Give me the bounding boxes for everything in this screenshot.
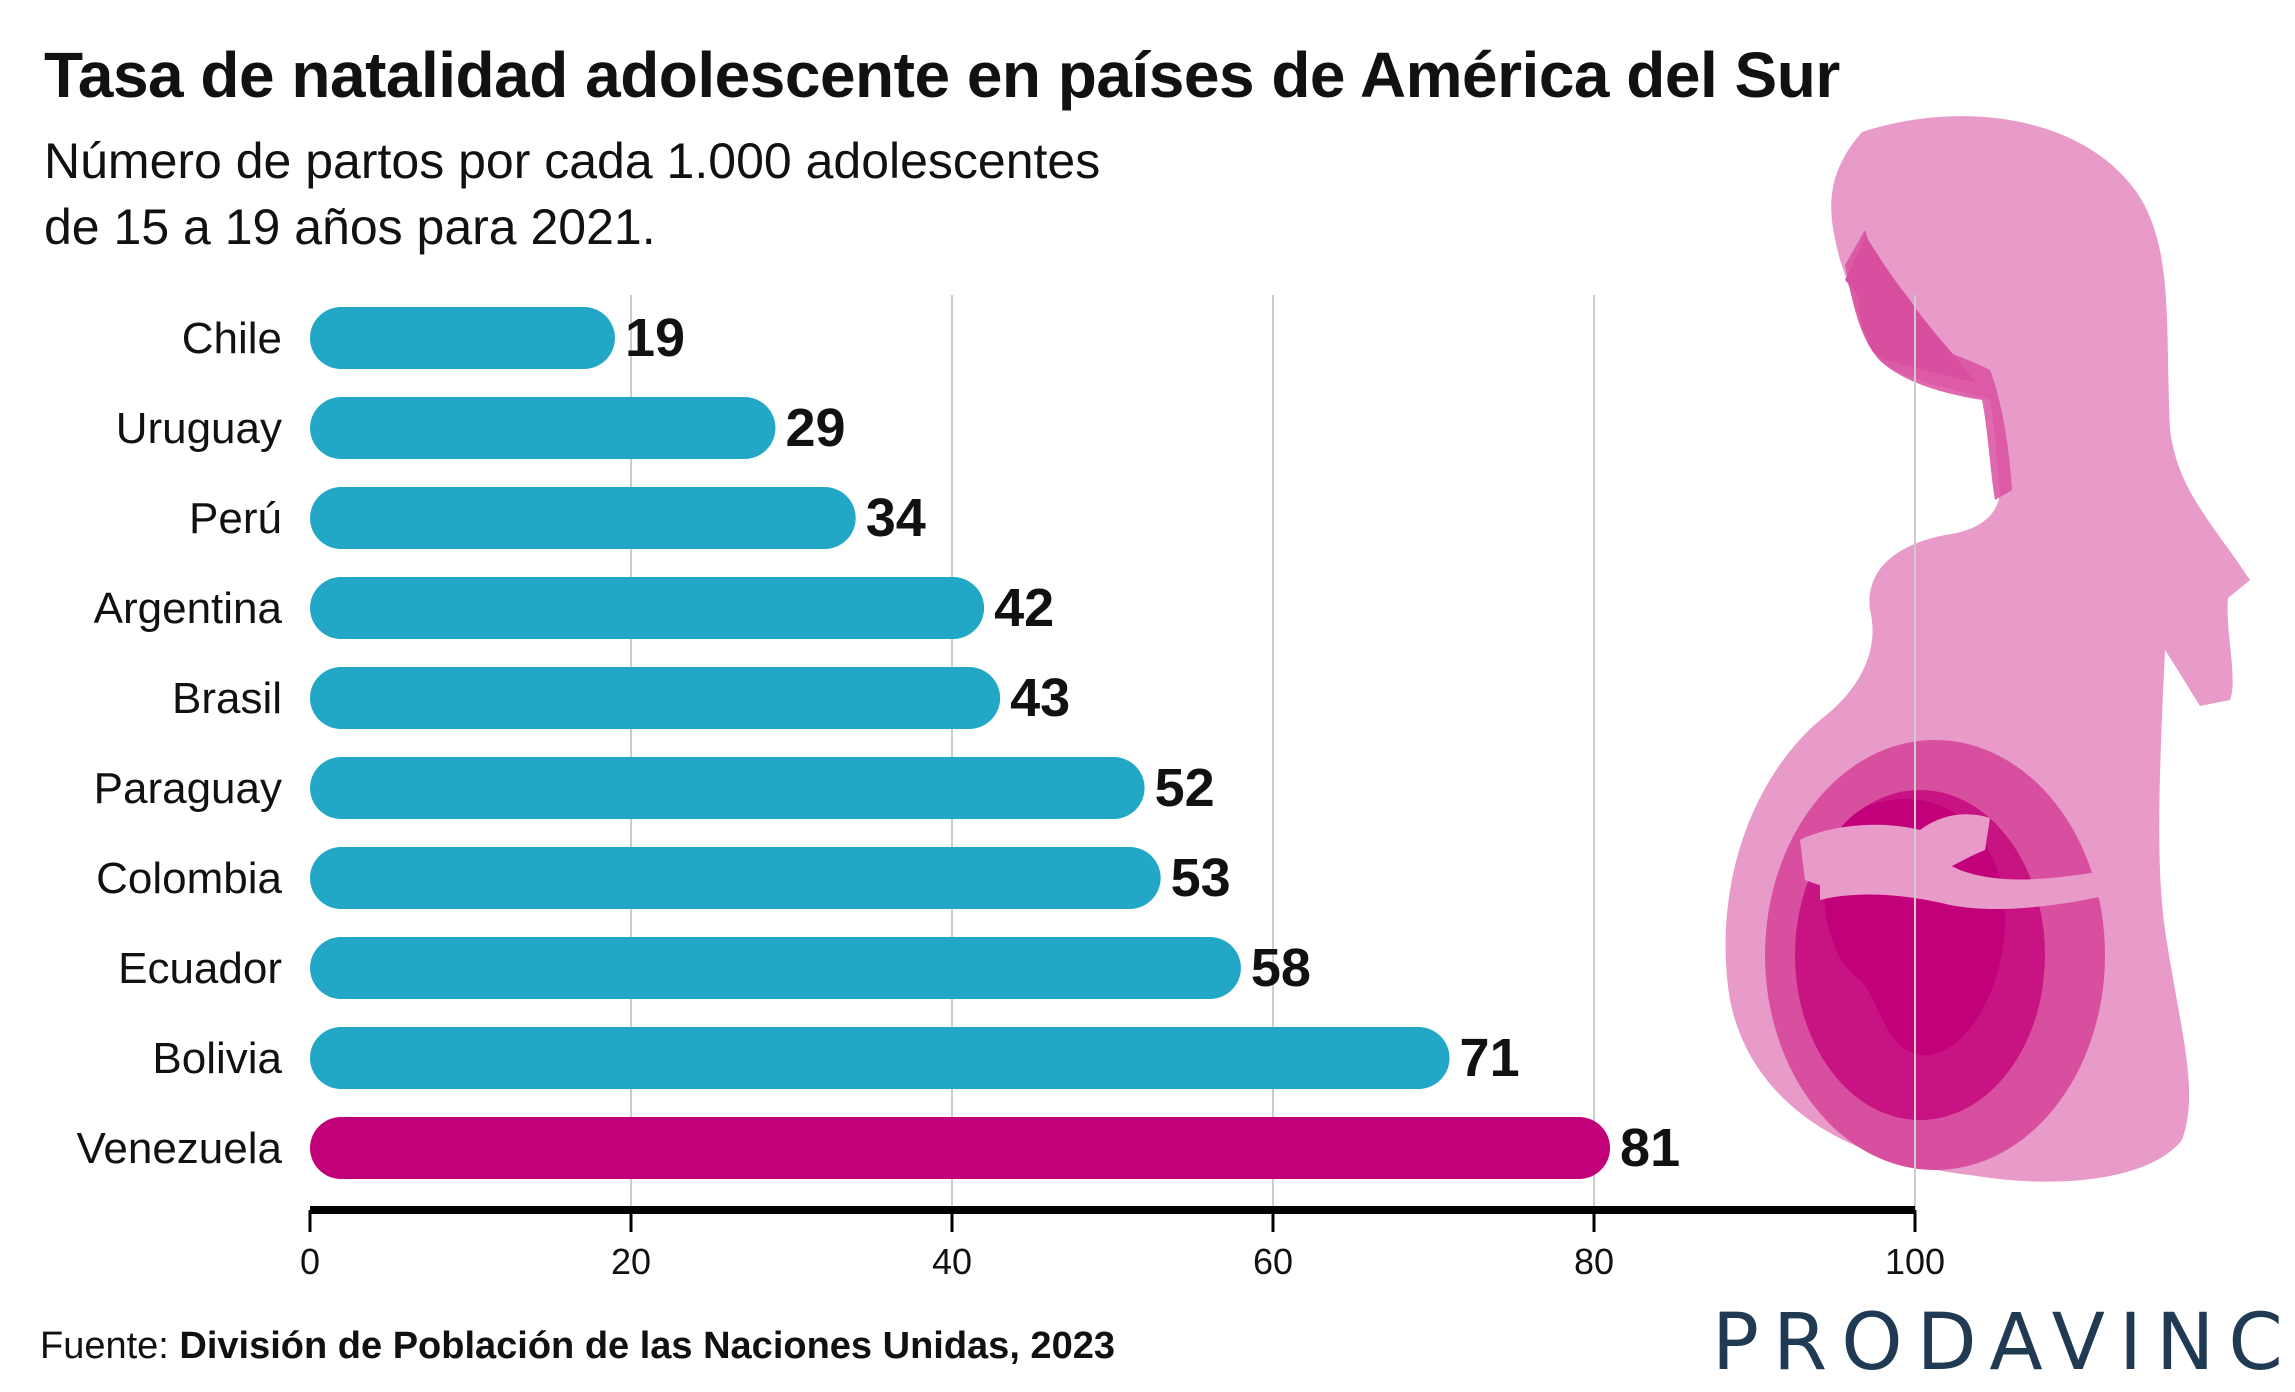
- x-tick-label-80: 80: [1574, 1241, 1614, 1282]
- category-label-4: Brasil: [172, 674, 282, 723]
- category-label-7: Ecuador: [118, 944, 282, 993]
- bar-9: [310, 1117, 1611, 1179]
- x-tick-label-0: 0: [300, 1241, 320, 1282]
- value-label-6: 53: [1171, 848, 1231, 908]
- chart-title: Tasa de natalidad adolescente en países …: [44, 39, 1840, 111]
- brand-logo: PRODAVINCI: [1712, 1298, 2295, 1388]
- bar-4: [310, 667, 1001, 729]
- category-label-1: Uruguay: [116, 404, 282, 453]
- subtitle-line-2: de 15 a 19 años para 2021.: [44, 199, 656, 255]
- bar-6: [310, 847, 1161, 909]
- category-label-5: Paraguay: [94, 764, 282, 813]
- source-label: Fuente:: [40, 1325, 180, 1367]
- value-label-0: 19: [625, 308, 685, 368]
- x-tick-label-20: 20: [611, 1241, 651, 1282]
- bar-5: [310, 757, 1145, 819]
- category-label-9: Venezuela: [76, 1124, 282, 1173]
- bar-1: [310, 397, 776, 459]
- value-label-8: 71: [1460, 1028, 1520, 1088]
- category-label-6: Colombia: [96, 854, 282, 903]
- value-label-7: 58: [1251, 938, 1311, 998]
- category-label-2: Perú: [189, 494, 282, 543]
- bar-2: [310, 487, 856, 549]
- bar-3: [310, 577, 985, 639]
- bars: Chile 19 Uruguay 29 Perú 34 Argentina 42 Brasil 4…: [76, 307, 1680, 1179]
- bar-0: [310, 307, 615, 369]
- chart-subtitle: Número de partos por cada 1.000 adolesce…: [44, 128, 1344, 260]
- womb-illustration: [1765, 740, 2130, 1170]
- source-text: División de Población de las Naciones Un…: [179, 1325, 1115, 1367]
- x-tick-label-100: 100: [1885, 1241, 1945, 1282]
- source-note: Fuente: División de Población de las Nac…: [40, 1325, 1115, 1368]
- category-label-0: Chile: [182, 314, 282, 363]
- category-label-8: Bolivia: [152, 1034, 282, 1083]
- bar-8: [310, 1027, 1450, 1089]
- x-tick-label-60: 60: [1253, 1241, 1293, 1282]
- value-label-9: 81: [1620, 1118, 1680, 1178]
- x-axis: 0 20 40 60 80 100: [300, 1206, 1945, 1282]
- value-label-1: 29: [785, 398, 845, 458]
- category-label-3: Argentina: [94, 584, 283, 633]
- bar-7: [310, 937, 1241, 999]
- value-label-2: 34: [866, 488, 926, 548]
- value-label-5: 52: [1155, 758, 1215, 818]
- value-label-3: 42: [994, 578, 1054, 638]
- subtitle-line-1: Número de partos por cada 1.000 adolesce…: [44, 133, 1101, 189]
- x-tick-label-40: 40: [932, 1241, 972, 1282]
- value-label-4: 43: [1010, 668, 1070, 728]
